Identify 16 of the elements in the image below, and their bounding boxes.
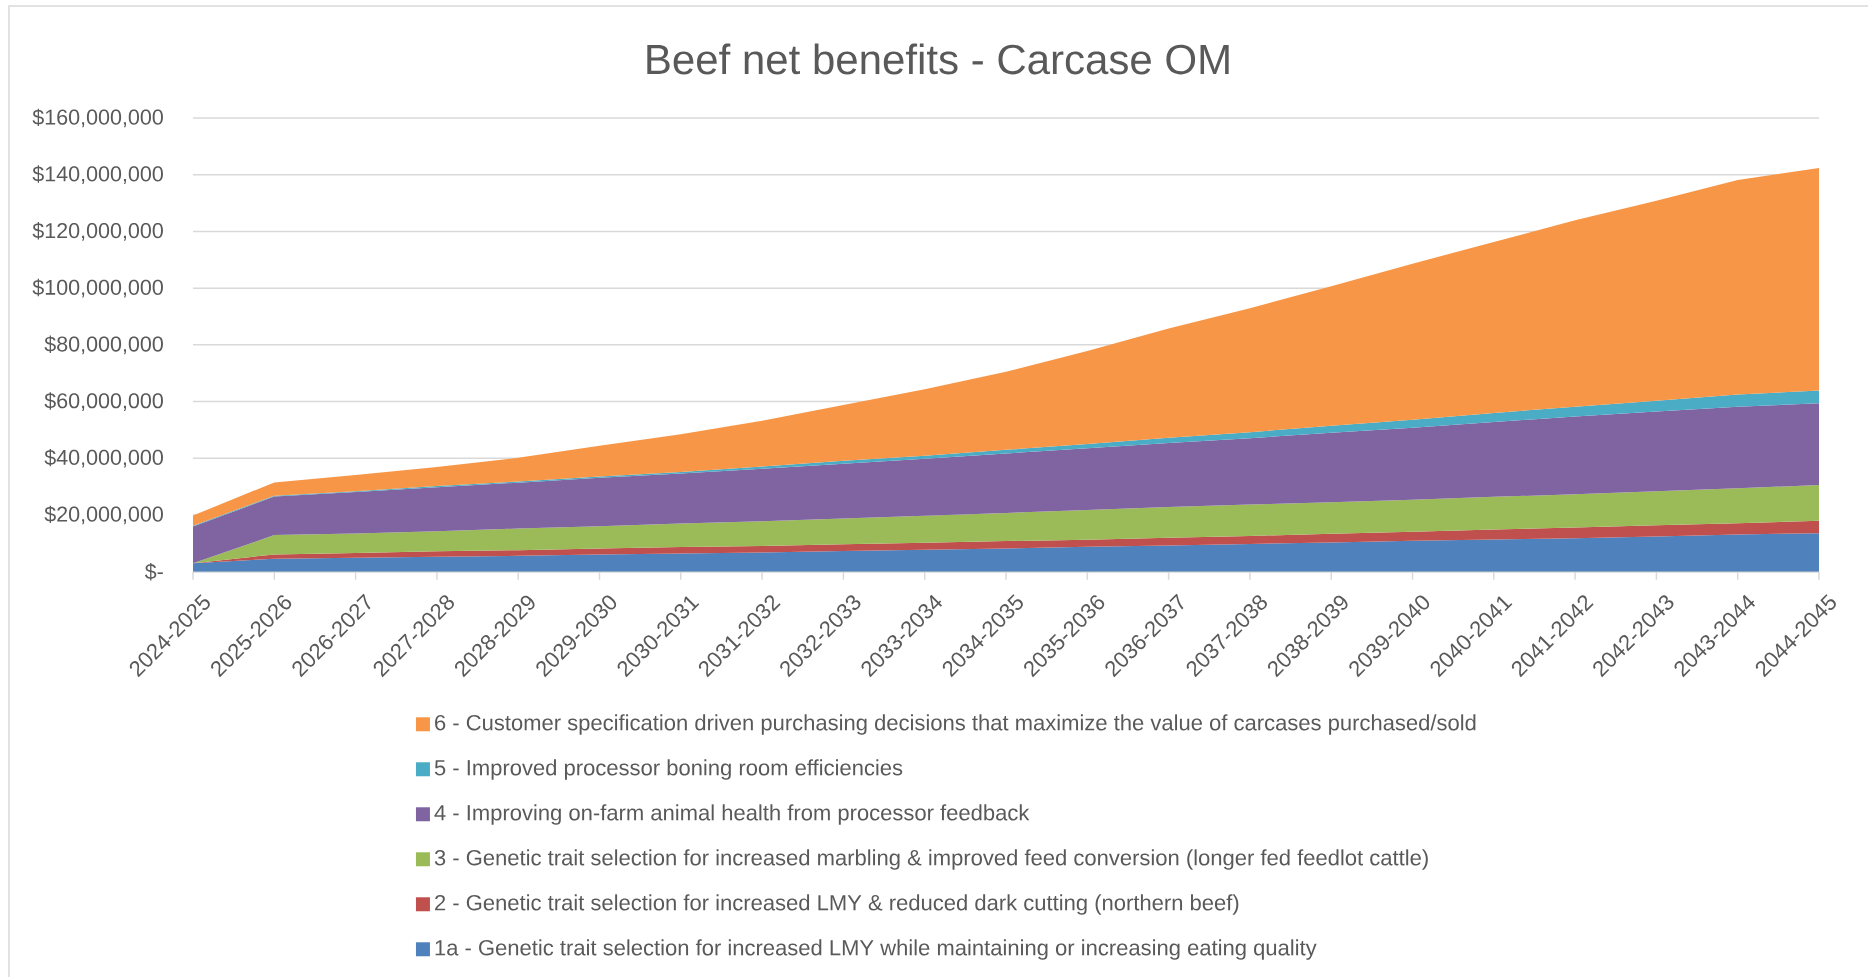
y-tick-label: $40,000,000 [44, 448, 163, 468]
y-tick-label: $80,000,000 [44, 335, 163, 355]
y-tick-label: $100,000,000 [32, 278, 163, 298]
legend-label: 4 - Improving on-farm animal health from processor feedback [434, 804, 1030, 825]
y-tick-label: $20,000,000 [44, 505, 163, 525]
legend-label: 1a - Genetic trait selection for increased LMY while maintaining or increasing eating quality [435, 939, 1317, 960]
legend-label: 6 - Customer specification driven purchasing decisions that maximize the value of carcases purchased/sold [435, 714, 1476, 735]
legend-label: 5 - Improved processor boning room efficiencies [434, 759, 903, 780]
y-tick-label: $60,000,000 [44, 392, 163, 411]
y-tick-label: $- [144, 562, 163, 581]
legend-label: 2 - Genetic trait selection for increased LMY & reduced dark cutting (northern beef) [435, 894, 1239, 915]
y-tick-label: $160,000,000 [32, 108, 163, 128]
chart-title: Beef net benefits - Carcase OM [647, 43, 1229, 75]
legend-label: 3 - Genetic trait selection for increased marbling & improved feed conversion (longer fed feedlot cattle) [434, 849, 1428, 870]
y-tick-label: $140,000,000 [32, 165, 163, 185]
y-tick-label: $120,000,000 [32, 222, 163, 241]
